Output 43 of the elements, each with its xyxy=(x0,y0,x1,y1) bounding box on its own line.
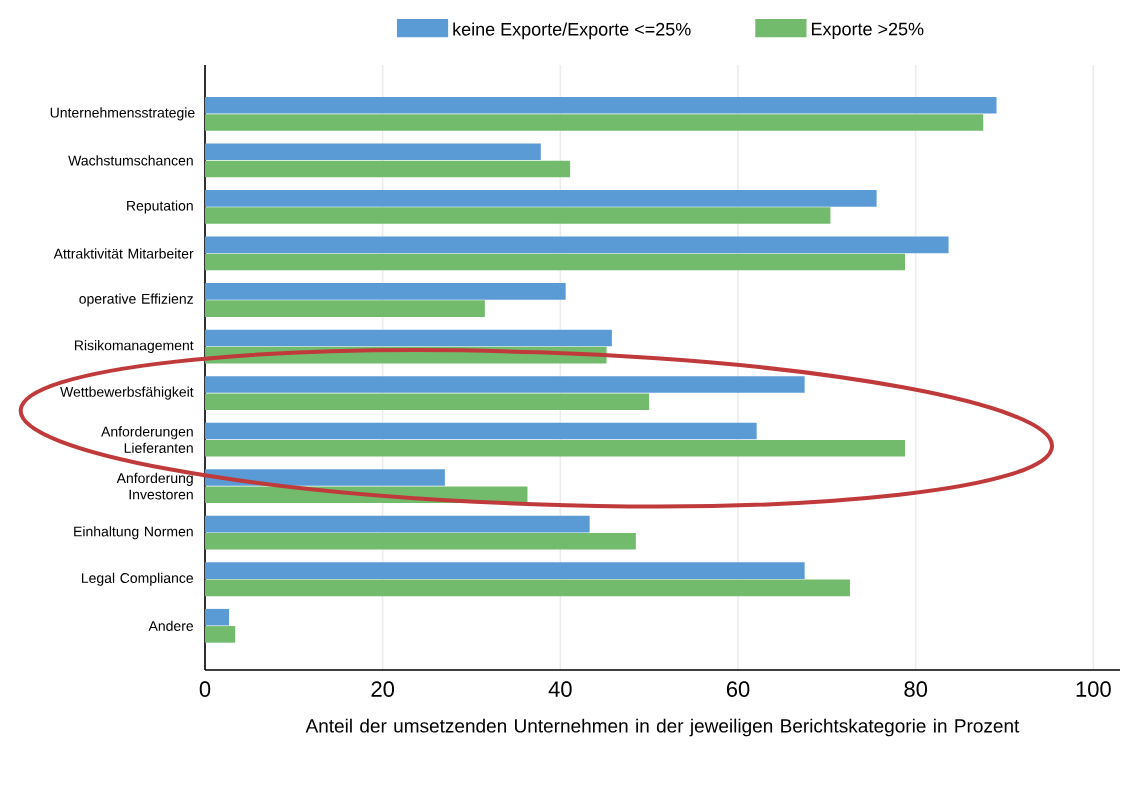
y-tick-label: Unternehmensstrategie xyxy=(50,107,195,121)
bar xyxy=(205,114,984,131)
bar xyxy=(205,533,636,550)
bar xyxy=(205,160,571,178)
y-tick-label: Wettbewerbsfähigkeit xyxy=(60,386,194,400)
bar xyxy=(205,562,805,579)
bar xyxy=(205,422,757,440)
x-axis-title: Anteil der umsetzenden Unternehmen in der jeweiligen Berichtskategorie in Prozent xyxy=(305,718,1020,737)
bar xyxy=(205,207,831,224)
bar xyxy=(205,96,997,114)
bar xyxy=(205,376,805,393)
bar xyxy=(205,329,612,347)
x-tick-label: 40 xyxy=(548,681,572,697)
x-tick-label: 100 xyxy=(1076,681,1111,697)
bar xyxy=(205,253,906,271)
bar xyxy=(205,579,850,597)
y-tick-label: Attraktivität Mitarbeiter xyxy=(53,248,194,259)
x-tick-label: 80 xyxy=(904,681,928,697)
bar xyxy=(205,469,445,486)
y-tick-label: Risikomanagement xyxy=(75,340,194,354)
legend-label: keine Exporte/Exporte <=25% xyxy=(453,22,691,40)
y-tick-label: Reputation xyxy=(127,200,193,214)
bar xyxy=(205,626,236,643)
bar xyxy=(205,283,566,300)
bar xyxy=(205,515,590,533)
bar xyxy=(205,393,650,410)
bar xyxy=(205,439,906,457)
y-tick-label: Anforderung Investoren xyxy=(116,472,193,500)
y-tick-label: Anforderungen Lieferanten xyxy=(101,426,193,453)
bar xyxy=(205,236,949,254)
x-tick-label: 0 xyxy=(199,681,211,697)
bar xyxy=(205,143,541,161)
y-tick-label: Legal Compliance xyxy=(81,572,194,586)
x-tick-label: 20 xyxy=(371,681,395,697)
y-tick-label: Wachstumschancen xyxy=(68,155,193,166)
y-tick-label: Andere xyxy=(148,620,194,631)
y-tick-label: operative Effizienz xyxy=(79,293,193,307)
y-tick-label: Einhaltung Normen xyxy=(74,526,193,540)
legend-label: Exporte >25% xyxy=(811,22,924,39)
x-tick-label: 60 xyxy=(726,681,750,697)
bar xyxy=(205,608,229,626)
bar xyxy=(205,300,485,317)
bar xyxy=(205,190,877,207)
